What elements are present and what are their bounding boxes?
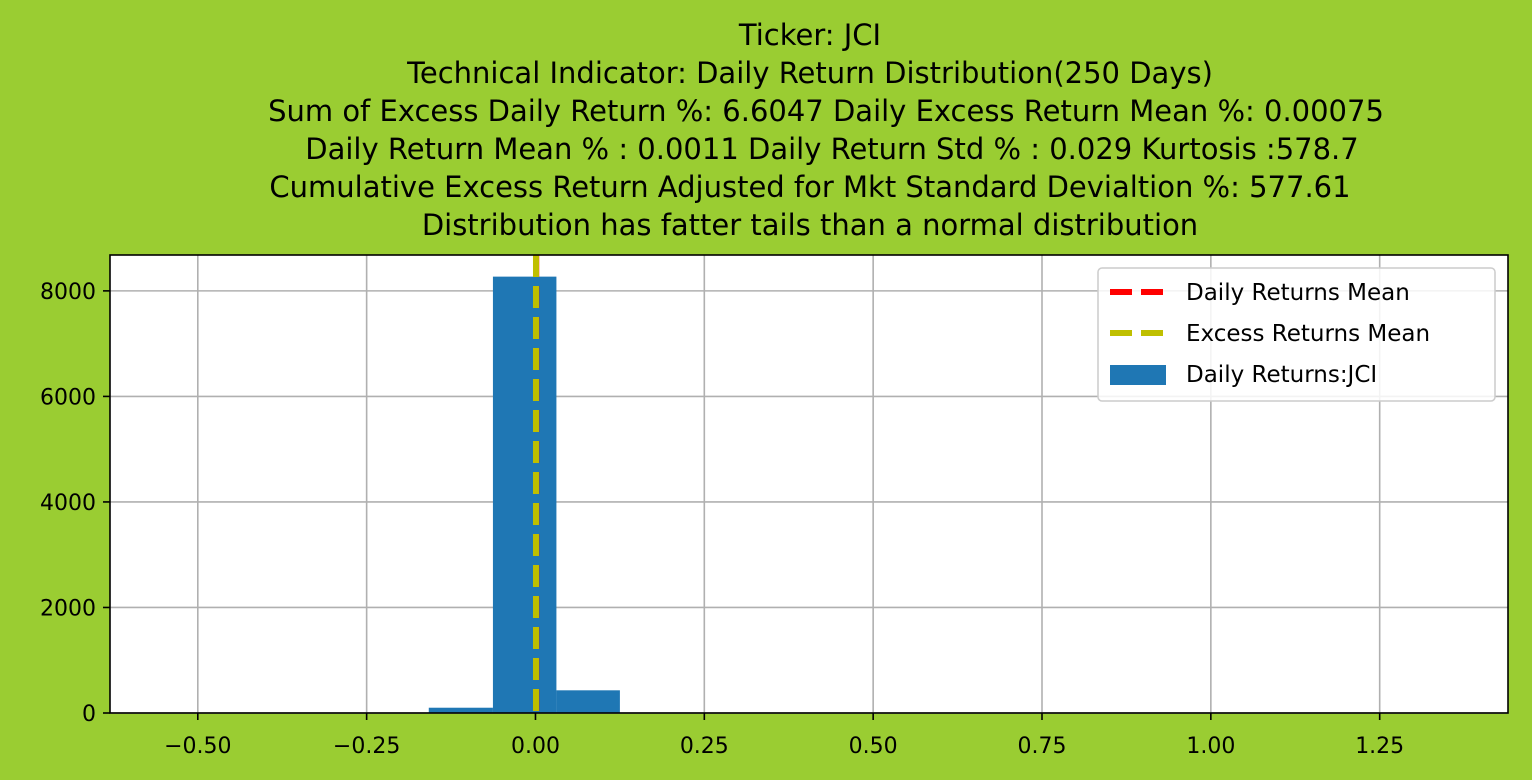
histogram-bar [492, 276, 557, 713]
y-tick-label: 2000 [40, 596, 96, 621]
x-tick-label: 0.25 [680, 734, 729, 759]
title-line-4: Daily Return Mean % : 0.0011 Daily Retur… [305, 132, 1358, 166]
legend-label-daily-mean: Daily Returns Mean [1186, 280, 1410, 306]
title-line-6: Distribution has fatter tails than a nor… [422, 208, 1198, 242]
x-axis-ticks: −0.50 −0.25 0.00 0.25 0.50 0.75 1.00 1.25 [164, 713, 1404, 759]
x-tick-label: 0.00 [511, 734, 560, 759]
plot-frame [109, 254, 1509, 714]
title-line-5: Cumulative Excess Return Adjusted for Mk… [269, 170, 1350, 204]
y-tick-label: 8000 [40, 280, 96, 305]
legend-label-daily-returns: Daily Returns:JCI [1186, 362, 1377, 388]
x-tick-label: 1.25 [1355, 734, 1404, 759]
x-tick-label: −0.50 [164, 734, 231, 759]
histogram-bar [556, 690, 620, 713]
legend: Daily Returns Mean Excess Returns Mean D… [1097, 267, 1496, 402]
x-tick-label: 0.50 [849, 734, 898, 759]
title-line-3: Sum of Excess Daily Return %: 6.6047 Dai… [268, 94, 1384, 128]
x-tick-label: −0.25 [333, 734, 400, 759]
y-tick-label: 6000 [40, 385, 96, 410]
legend-box [1097, 267, 1496, 402]
histogram-bars [428, 276, 620, 713]
legend-swatch-daily-returns [1110, 365, 1166, 385]
x-tick-label: 1.00 [1186, 734, 1235, 759]
title-line-1: Ticker: JCI [738, 18, 881, 52]
chart-title: Ticker: JCI Technical Indicator: Daily R… [268, 18, 1384, 242]
legend-label-excess-mean: Excess Returns Mean [1186, 321, 1430, 347]
y-tick-label: 0 [82, 702, 96, 727]
x-tick-label: 0.75 [1018, 734, 1067, 759]
y-tick-label: 4000 [40, 491, 96, 516]
title-line-2: Technical Indicator: Daily Return Distri… [406, 56, 1213, 90]
y-axis-ticks: 0 2000 4000 6000 8000 [40, 280, 110, 727]
histogram-bar [428, 707, 493, 713]
